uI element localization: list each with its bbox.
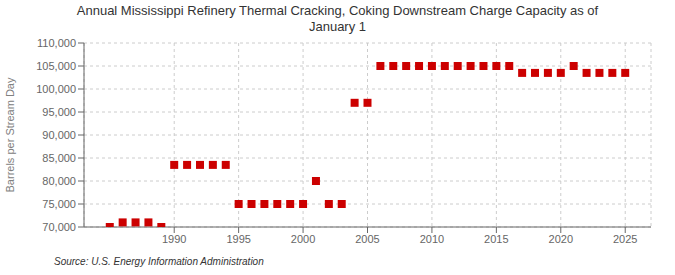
- svg-text:2005: 2005: [355, 233, 379, 245]
- svg-text:80,000: 80,000: [42, 175, 76, 187]
- svg-text:70,000: 70,000: [42, 221, 76, 233]
- svg-text:105,000: 105,000: [36, 60, 76, 72]
- svg-text:85,000: 85,000: [42, 152, 76, 164]
- svg-text:2000: 2000: [291, 233, 315, 245]
- html-text:Source: U.S. Energy Informatio: Source: U.S. Energy Information Administ…: [54, 256, 264, 267]
- svg-text:1995: 1995: [226, 233, 250, 245]
- svg-text:75,000: 75,000: [42, 198, 76, 210]
- svg-text:90,000: 90,000: [42, 129, 76, 141]
- svg-text:2020: 2020: [549, 233, 573, 245]
- svg-text:100,000: 100,000: [36, 83, 76, 95]
- html-text:January 1: January 1: [309, 19, 366, 34]
- svg-text:Barrels per Stream Day: Barrels per Stream Day: [8, 77, 16, 192]
- html-text:Annual Mississippi Refinery Th: Annual Mississippi Refinery Thermal Crac…: [76, 3, 599, 18]
- svg-text:2015: 2015: [484, 233, 508, 245]
- svg-text:110,000: 110,000: [37, 37, 76, 49]
- svg-text:1990: 1990: [162, 233, 186, 245]
- svg-text:2025: 2025: [613, 233, 637, 245]
- svg-text:2010: 2010: [420, 233, 444, 245]
- svg-text:95,000: 95,000: [42, 106, 76, 118]
